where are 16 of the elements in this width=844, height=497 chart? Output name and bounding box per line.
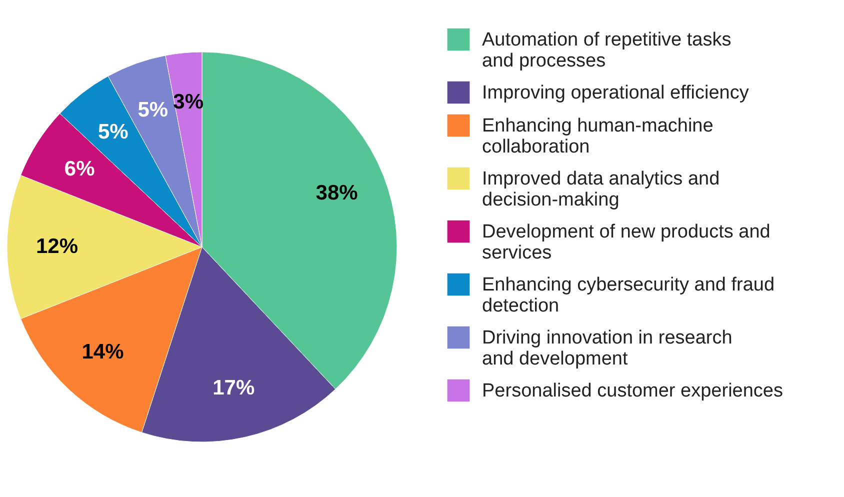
data-label: 38% (316, 182, 358, 205)
legend-label: Improved data analytics and decision-making (482, 168, 720, 210)
legend-label: Development of new products and services (482, 222, 770, 264)
legend-label: Driving innovation in research and development (482, 328, 732, 370)
legend-label: Automation of repetitive tasks and processes (482, 30, 732, 72)
data-label: 6% (64, 157, 96, 180)
data-label: 14% (82, 340, 124, 364)
data-label: 12% (36, 235, 78, 258)
data-label: 5% (98, 120, 129, 144)
legend-label: Improving operational efficiency (482, 82, 750, 104)
data-label: 5% (138, 98, 168, 122)
data-label: 3% (173, 90, 204, 114)
legend-label: Enhancing human-machine collaboration (482, 116, 714, 158)
legend-label: Personalised customer experiences (482, 380, 783, 402)
data-label: 17% (212, 376, 255, 400)
legend-label: Enhancing cybersecurity and fraud detection (482, 274, 775, 316)
